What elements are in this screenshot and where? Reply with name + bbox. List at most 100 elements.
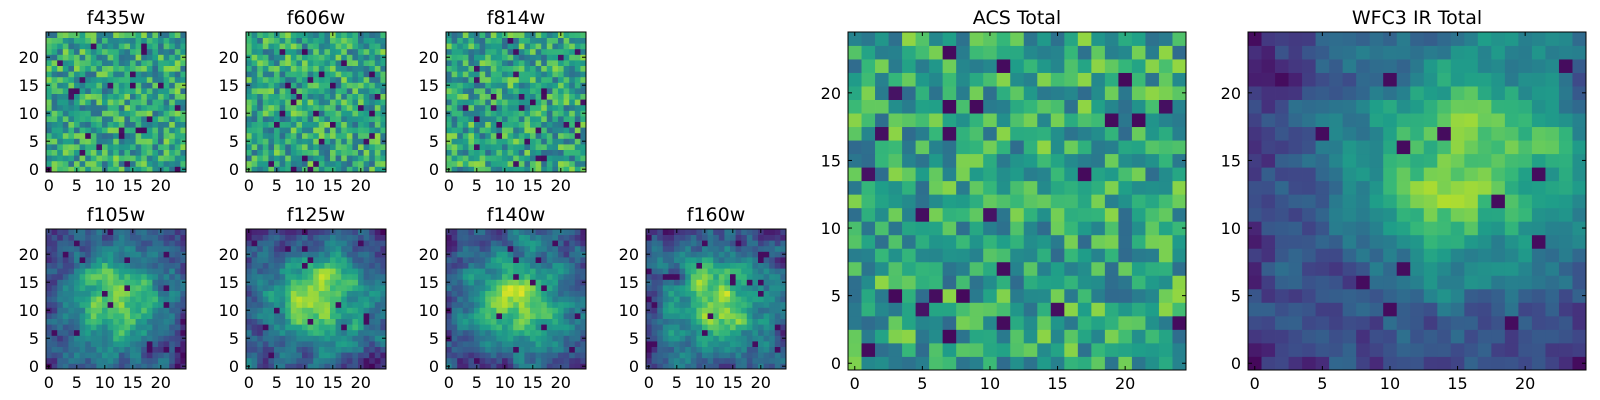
heatmap-cell [651,352,658,359]
heatmap-cell [530,71,536,78]
heatmap-cell [313,138,320,145]
heatmap-cell [307,127,314,134]
heatmap-cell [74,273,80,280]
heatmap-cell [341,155,348,162]
heatmap-cell [746,307,753,314]
heatmap-cell [474,76,480,83]
heatmap-cell [574,273,581,280]
heatmap-cell [374,48,381,55]
heatmap-cell [46,76,52,83]
heatmap-cell [513,329,520,336]
heatmap-cell [1010,180,1025,195]
heatmap-cell [679,307,686,314]
heatmap-cell [62,116,69,122]
heatmap-cell [46,127,52,134]
heatmap-cell [524,43,531,50]
heatmap-cell [541,155,548,162]
heatmap-cell [490,324,497,331]
heatmap-cell [496,273,503,280]
heatmap-cell [724,290,731,297]
heatmap-cell [446,104,452,111]
heatmap-cell [279,54,286,61]
heatmap-cell [358,132,364,139]
heatmap-cell [251,245,258,252]
heatmap-cell [574,318,581,325]
heatmap-cell [1158,248,1173,263]
heatmap-cell [1023,261,1038,276]
heatmap-cell [335,352,342,359]
heatmap-cell [552,160,559,167]
heatmap-cell [888,288,903,303]
heatmap-cell [451,257,458,263]
heatmap-cell [279,273,286,280]
heatmap-cell [62,138,69,145]
heatmap-cell [702,329,708,336]
heatmap-cell [113,257,120,263]
heatmap-cell [246,245,252,252]
heatmap-cell [541,229,548,235]
heatmap-cell [530,240,536,247]
heatmap-cell [479,166,486,173]
heatmap-cell [746,268,753,275]
heatmap-cell [51,363,58,370]
heatmap-cell [246,318,252,325]
heatmap-cell [85,234,92,241]
heatmap-cell [485,307,492,314]
heatmap-cell [268,121,275,128]
heatmap-cell [279,279,286,286]
heatmap-cell [141,329,148,336]
heatmap-cell [74,149,80,156]
heatmap-cell [380,48,387,55]
heatmap-cell [457,296,464,303]
heatmap-cell [324,65,331,72]
heatmap-cell [535,324,542,331]
heatmap-cell [518,296,525,303]
heatmap-cell [118,301,125,308]
heatmap-cell [107,93,114,100]
heatmap-cell [702,245,708,252]
heatmap-cell [180,37,187,44]
y-tick-label: 15 [19,76,39,95]
heatmap-cell [251,240,258,247]
heatmap-cell [85,149,92,156]
heatmap-cell [79,37,86,44]
heatmap-cell [1064,194,1079,209]
heatmap-cell [1010,194,1025,209]
heatmap-cell [763,273,770,280]
heatmap-cell [141,257,148,263]
heatmap-cell [146,155,153,162]
heatmap-cell [124,285,131,291]
heatmap-cell [446,43,452,50]
heatmap-cell [752,341,759,347]
heatmap-cell [662,262,669,269]
heatmap-cell [558,341,564,347]
heatmap-cell [552,341,559,347]
heatmap-cell [915,315,930,330]
heatmap-cell [657,279,664,286]
heatmap-cell [502,65,508,72]
heatmap-cell [107,245,114,252]
heatmap-cell [346,104,353,111]
heatmap-cell [730,324,736,331]
heatmap-cell [346,301,353,308]
heatmap-cell [74,160,80,167]
y-tick-label: 0 [629,357,639,376]
heatmap-cell [942,315,957,330]
heatmap-cell [462,229,469,235]
heatmap-cell [363,104,370,111]
heatmap-cell [535,229,542,235]
heatmap-cell [152,273,159,280]
heatmap-cell [902,315,916,330]
heatmap-cell [457,240,464,247]
heatmap-cell [118,76,125,83]
heatmap-cell [74,234,80,241]
heatmap-cell [85,104,92,111]
heatmap-cell [942,248,957,263]
heatmap-cell [446,132,452,139]
heatmap-cell [524,37,531,44]
heatmap-cell [279,285,286,291]
heatmap-cell [330,132,336,139]
heatmap-cell [718,262,725,269]
heatmap-cell [580,296,587,303]
heatmap-cell [152,104,159,111]
